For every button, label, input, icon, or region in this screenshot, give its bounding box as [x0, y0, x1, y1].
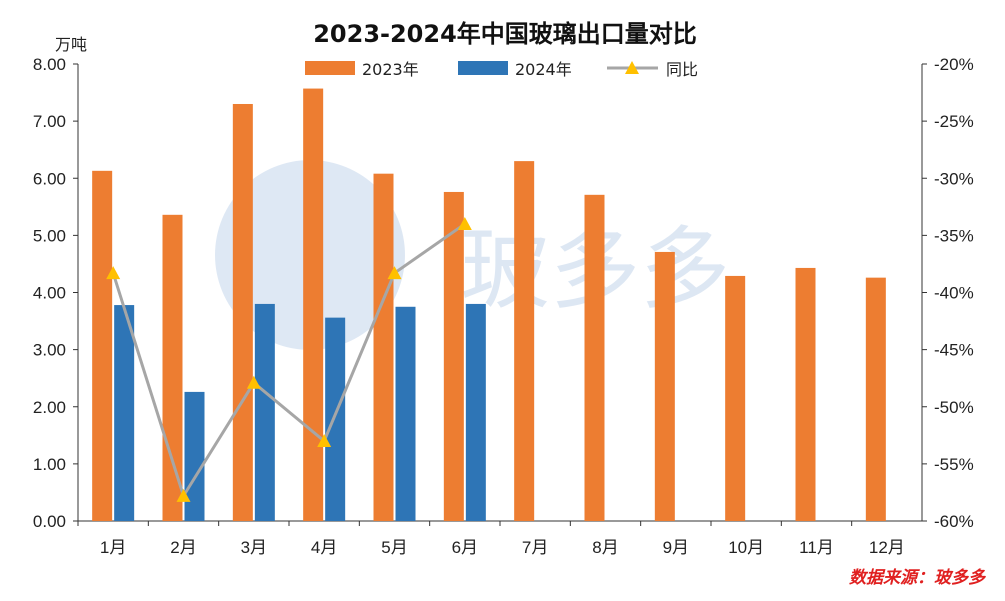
y-tick-label: 6.00	[33, 169, 66, 188]
legend-swatch-yoy-marker	[625, 61, 639, 74]
yoy-marker	[317, 434, 332, 448]
y-axis-label: 万吨	[55, 35, 87, 54]
bar-2023	[232, 103, 253, 522]
legend-label-yoy: 同比	[666, 60, 698, 79]
yoy-marker	[387, 266, 402, 280]
yoy-marker	[457, 216, 472, 230]
y-tick-label: 2.00	[33, 398, 66, 417]
bar-2023	[514, 161, 535, 522]
bar-2024	[254, 303, 275, 521]
y2-tick-label: -40%	[934, 284, 974, 303]
x-tick-label: 11月	[799, 538, 834, 557]
y2-tick-label: -45%	[934, 341, 974, 360]
x-tick-label: 12月	[869, 538, 905, 557]
yoy-line	[111, 222, 466, 500]
x-tick-label: 3月	[241, 538, 267, 557]
bar-2023	[443, 191, 464, 521]
y2-tick-label: -30%	[934, 169, 974, 188]
bar-2023	[795, 267, 816, 521]
y2-tick-label: -20%	[934, 55, 974, 74]
bar-2023	[303, 88, 324, 521]
x-tick-label: 8月	[592, 538, 618, 557]
y2-tick-label: -60%	[934, 512, 974, 531]
bar-2023	[373, 173, 394, 521]
bar-2023	[584, 194, 605, 521]
yoy-marker	[106, 266, 121, 280]
bar-2023	[654, 251, 675, 521]
y2-tick-label: -55%	[934, 455, 974, 474]
x-tick-label: 9月	[663, 538, 689, 557]
bar-2023	[725, 275, 746, 521]
y-tick-label: 4.00	[33, 284, 66, 303]
y2-tick-label: -35%	[934, 226, 974, 245]
x-tick-label: 6月	[452, 538, 478, 557]
x-tick-label: 7月	[522, 538, 548, 557]
yoy-marker	[246, 375, 261, 389]
chart-title: 2023-2024年中国玻璃出口量对比	[313, 20, 697, 48]
bar-2024	[395, 306, 416, 521]
legend: 2023年 2024年 同比	[305, 60, 698, 79]
legend-swatch-2024	[458, 61, 508, 75]
x-tick-label: 2月	[170, 538, 196, 557]
bar-2023	[162, 214, 183, 521]
source-note: 数据来源：玻多多	[849, 568, 987, 588]
legend-label-2024: 2024年	[515, 60, 572, 79]
x-tick-label: 1月	[100, 538, 126, 557]
bar-2024	[325, 317, 346, 521]
y2-tick-label: -50%	[934, 398, 974, 417]
y-tick-label: 5.00	[33, 226, 66, 245]
bar-2023	[92, 170, 113, 522]
legend-label-2023: 2023年	[362, 60, 419, 79]
y2-tick-label: -25%	[934, 112, 974, 131]
x-tick-label: 5月	[381, 538, 407, 557]
bar-2023	[865, 277, 886, 521]
bar-2024	[465, 303, 486, 521]
x-tick-label: 10月	[728, 538, 764, 557]
yoy-marker	[176, 488, 191, 502]
bar-2024	[114, 305, 135, 521]
y-tick-label: 3.00	[33, 341, 66, 360]
y-tick-label: 7.00	[33, 112, 66, 131]
x-tick-label: 4月	[311, 538, 337, 557]
y-tick-label: 0.00	[33, 512, 66, 531]
legend-swatch-2023	[305, 61, 355, 75]
y-tick-label: 1.00	[33, 455, 66, 474]
y-tick-label: 8.00	[33, 55, 66, 74]
